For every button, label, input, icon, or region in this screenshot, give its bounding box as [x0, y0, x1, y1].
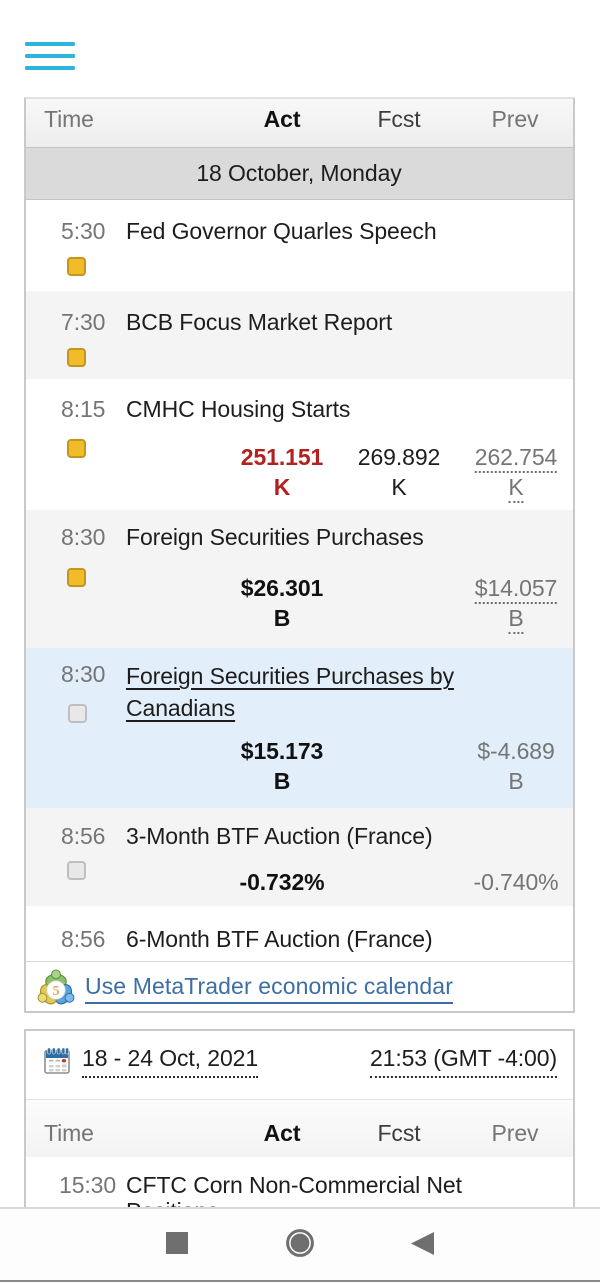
svg-text:5: 5: [53, 984, 60, 999]
